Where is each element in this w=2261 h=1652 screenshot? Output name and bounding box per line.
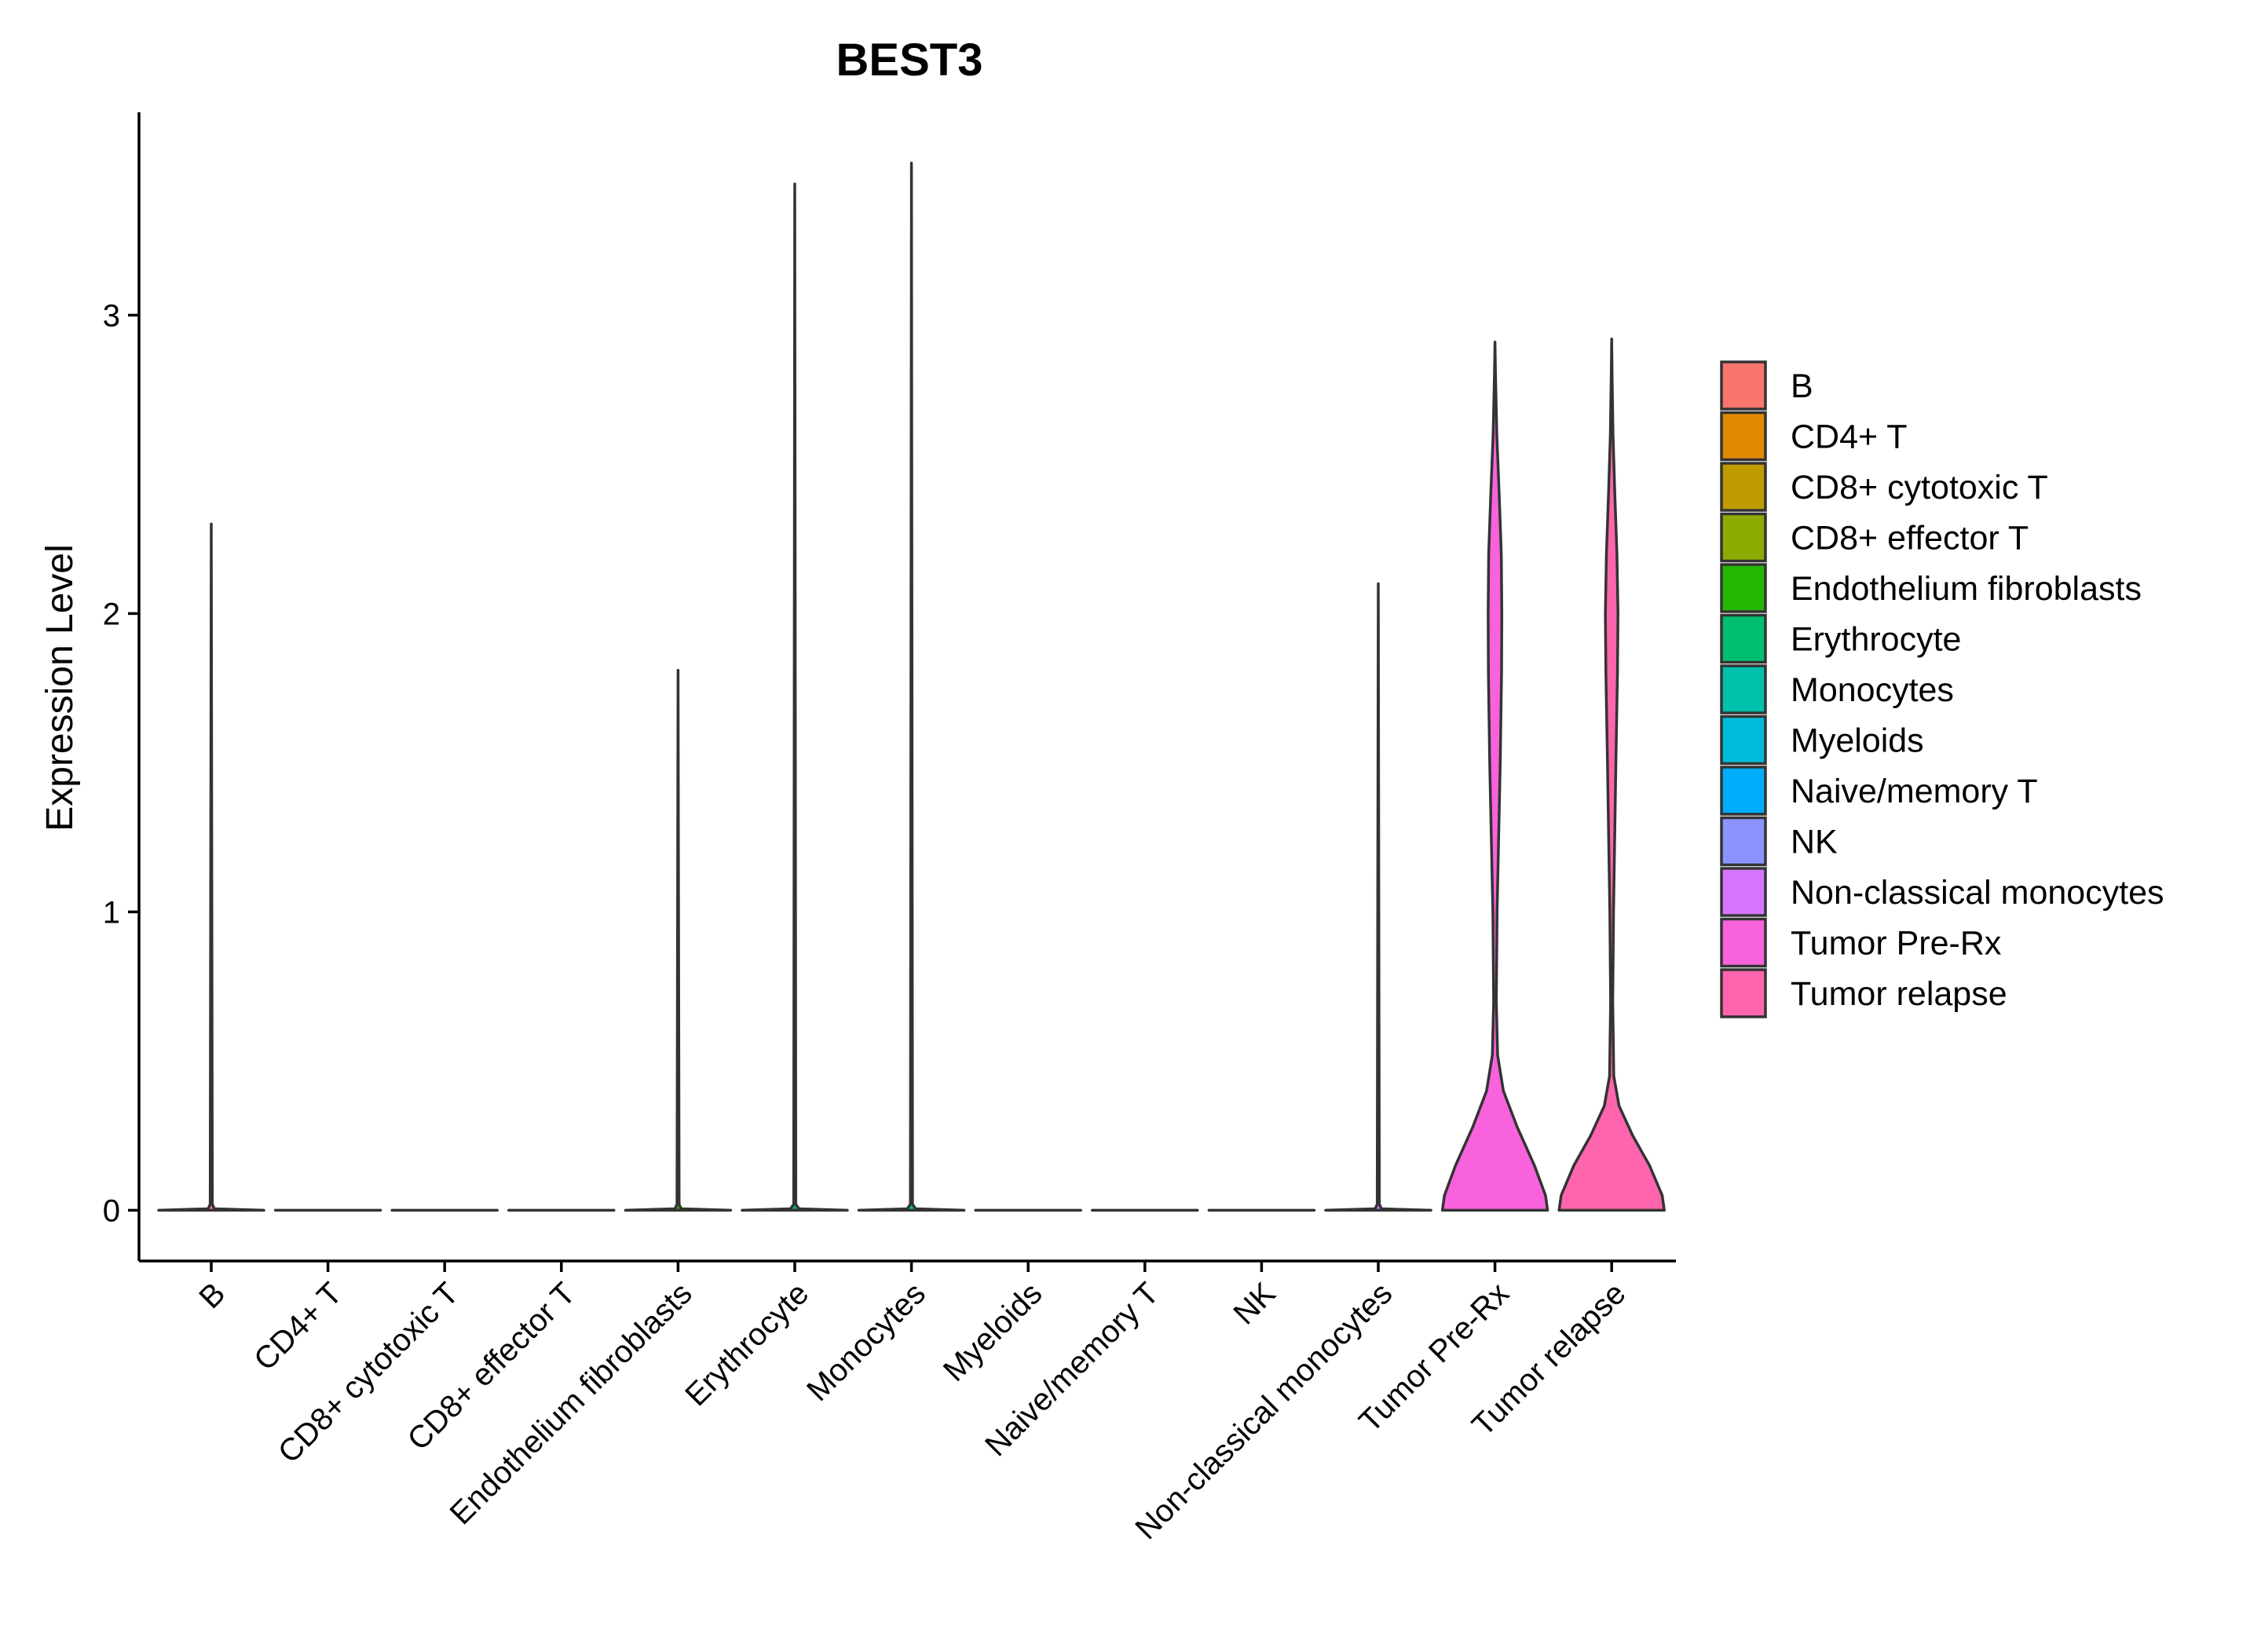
legend-key-myeloids	[1720, 715, 1767, 766]
legend-key-cd8-effector-t	[1720, 512, 1767, 563]
legend-label-myeloids: Myeloids	[1791, 722, 1924, 760]
legend-label-cd8-effector-t: CD8+ effector T	[1791, 520, 2029, 557]
legend-key-b	[1720, 360, 1767, 411]
legend-label-tumor-pre-rx: Tumor Pre-Rx	[1791, 925, 2002, 963]
x-tick-label-erythrocyte: Erythrocyte	[679, 1276, 815, 1413]
legend: B CD4+ T CD8+ cytotoxic T CD8+ effector T En…	[1720, 360, 2164, 1018]
y-axis-title: Expression Level	[39, 544, 81, 831]
violin-b	[157, 522, 265, 1212]
legend-label-naive-memory-t: Naive/memory T	[1791, 773, 2038, 810]
x-tick-label-b: B	[192, 1276, 232, 1315]
legend-label-monocytes: Monocytes	[1791, 671, 1954, 709]
violin-erythrocyte	[741, 182, 849, 1212]
legend-label-cd4-t: CD4+ T	[1791, 418, 1908, 456]
legend-key-erythrocyte	[1720, 613, 1767, 664]
y-tick-label: 0	[103, 1193, 120, 1228]
x-tick-label-nk: NK	[1227, 1276, 1282, 1332]
legend-key-tumor-relapse	[1720, 968, 1767, 1018]
violin-tumor-pre-rx	[1440, 340, 1549, 1212]
violin-non-classical-monocytes	[1324, 582, 1432, 1212]
legend-key-tumor-pre-rx	[1720, 917, 1767, 968]
y-tick-label: 2	[103, 597, 120, 631]
x-tick-label-cd4-t: CD4+ T	[247, 1276, 349, 1377]
violin-endothelium-fibroblasts	[624, 668, 733, 1212]
chart-title: BEST3	[836, 35, 983, 86]
violins-layer	[157, 161, 1666, 1212]
violin-monocytes	[857, 161, 966, 1212]
legend-key-cd4-t	[1720, 411, 1767, 462]
legend-label-nk: NK	[1791, 824, 1838, 861]
legend-label-non-classical-monocytes: Non-classical monocytes	[1791, 874, 2164, 912]
legend-key-cd8-cytotoxic-t	[1720, 462, 1767, 512]
legend-key-nk	[1720, 816, 1767, 867]
y-tick-label: 3	[103, 298, 120, 333]
legend-key-naive-memory-t	[1720, 766, 1767, 816]
y-tick-label: 1	[103, 895, 120, 930]
x-tick-label-myeloids: Myeloids	[937, 1276, 1049, 1388]
legend-key-non-classical-monocytes	[1720, 867, 1767, 917]
legend-label-b: B	[1791, 367, 1813, 405]
legend-key-monocytes	[1720, 664, 1767, 715]
violin-tumor-relapse	[1557, 338, 1666, 1212]
legend-key-endothelium-fibroblasts	[1720, 563, 1767, 613]
x-tick-label-endothelium-fibroblasts: Endothelium fibroblasts	[444, 1276, 699, 1531]
legend-label-endothelium-fibroblasts: Endothelium fibroblasts	[1791, 570, 2142, 608]
legend-label-tumor-relapse: Tumor relapse	[1791, 975, 2007, 1013]
legend-label-cd8-cytotoxic-t: CD8+ cytotoxic T	[1791, 469, 2048, 506]
x-tick-label-monocytes: Monocytes	[800, 1276, 932, 1408]
legend-label-erythrocyte: Erythrocyte	[1791, 621, 1961, 659]
